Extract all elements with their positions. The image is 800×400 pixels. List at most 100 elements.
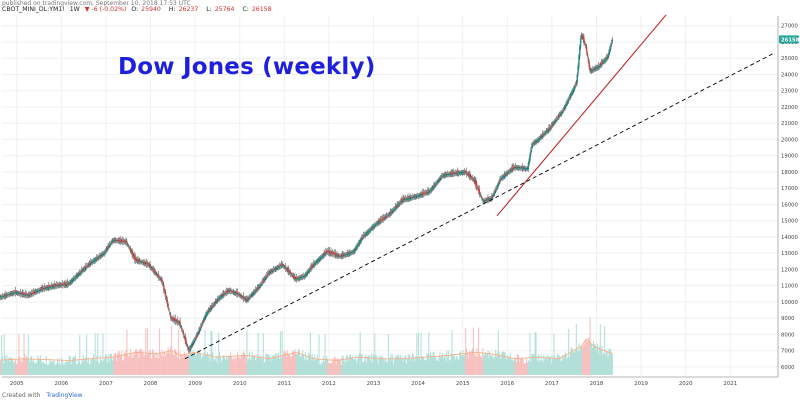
volume-bar (289, 353, 291, 375)
volume-bar (158, 328, 161, 375)
volume-bar (229, 357, 231, 375)
volume-bar (28, 359, 30, 375)
y-tick-label: 19000 (781, 154, 798, 160)
volume-bar (151, 358, 153, 375)
candle-body (577, 66, 579, 74)
volume-bar (587, 337, 589, 375)
volume-bar (424, 359, 426, 375)
candle-body (411, 196, 414, 198)
volume-bar (37, 355, 39, 375)
volume-bar (25, 359, 27, 375)
candle-body (482, 199, 484, 201)
volume-bar (261, 356, 263, 375)
volume-bar (569, 352, 571, 375)
volume-bar (404, 356, 406, 375)
candle-body (438, 179, 440, 181)
volume-bar (338, 358, 340, 375)
tradingview-logo[interactable]: TradingView (46, 392, 83, 399)
candle-body (545, 131, 547, 132)
volume-bar (275, 352, 277, 375)
volume-bar (238, 357, 240, 375)
volume-bar (26, 355, 28, 375)
volume-bar (121, 350, 123, 375)
interval-label[interactable]: 1W (69, 6, 80, 13)
candle-body (253, 291, 255, 293)
candle-body (405, 197, 408, 201)
volume-bar (329, 363, 331, 375)
volume-bar (506, 359, 508, 375)
candle-body (224, 292, 227, 294)
volume-bar (165, 351, 167, 375)
volume-bar (192, 353, 194, 375)
volume-bar (449, 360, 451, 375)
candle-body (283, 266, 286, 268)
volume-bar (267, 354, 269, 375)
volume-bar (138, 357, 140, 375)
candle-body (175, 320, 178, 323)
price-chart[interactable]: 6000 7000 8000 9000 10000 11000 12000 13000 1400… (0, 15, 800, 400)
volume-bar (550, 363, 553, 375)
candle-body (361, 237, 363, 239)
candle-body (551, 124, 553, 126)
volume-bar (421, 356, 423, 375)
volume-bar (269, 360, 271, 375)
volume-bar (533, 353, 535, 375)
volume-bar (488, 357, 490, 375)
candle-body (181, 327, 183, 330)
volume-bar (218, 332, 220, 375)
candle-body (480, 196, 482, 198)
volume-bar (384, 357, 386, 375)
volume-bar (98, 362, 100, 375)
candle-body (281, 263, 283, 266)
volume-bar (580, 346, 583, 375)
candle-body (141, 262, 144, 263)
volume-bar (126, 329, 128, 375)
candle-body (328, 250, 330, 254)
volume-bar (48, 364, 50, 375)
volume-bar (489, 351, 491, 375)
volume-bar (92, 353, 95, 375)
volume-bar (512, 359, 514, 375)
volume-bar (174, 348, 176, 375)
volume-bar (125, 349, 127, 375)
candle-body (261, 281, 264, 283)
volume-bar (382, 359, 384, 375)
candle-body (167, 304, 169, 308)
volume-bar (271, 360, 273, 375)
volume-bar (467, 358, 469, 375)
candle-body (496, 185, 499, 188)
volume-bar (577, 351, 579, 375)
volume-bar (431, 356, 433, 375)
trendlines[interactable] (184, 15, 774, 360)
candle-body (527, 163, 529, 171)
volume-bar (388, 359, 390, 375)
volume-bar (200, 358, 203, 375)
volume-bar (365, 362, 367, 375)
candle-body (235, 292, 237, 294)
x-tick-label: 2008 (144, 381, 158, 387)
candle-body (165, 297, 168, 300)
candle-body (227, 290, 229, 292)
candle-body (41, 287, 43, 290)
volume-bar (360, 353, 362, 375)
candle-body (187, 346, 189, 349)
candle-body (511, 167, 513, 170)
candle-body (127, 246, 130, 248)
volume-bar (340, 365, 342, 375)
volume-bar (440, 357, 442, 375)
y-tick-label: 21000 (781, 121, 798, 127)
volume-bar (277, 353, 279, 375)
volume-bar (309, 354, 311, 375)
volume-bar (185, 354, 187, 375)
candle-body (121, 239, 124, 242)
volume-bar (60, 365, 62, 375)
volume-bar (294, 349, 296, 375)
candle-body (313, 262, 315, 265)
x-tick-label: 2013 (367, 381, 381, 387)
candle-body (48, 285, 50, 288)
symbol-name[interactable]: CBOT_MINI_DL:YM1! (2, 6, 65, 13)
volume-bar (166, 353, 168, 375)
candle-body (381, 218, 384, 220)
volume-bar (261, 359, 263, 375)
volume-bar (610, 352, 613, 375)
